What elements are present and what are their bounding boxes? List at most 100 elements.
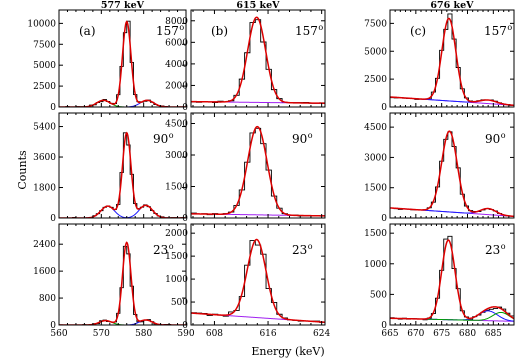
panel-2-0: 0 2500 5000 7500 676 keV (c) 157 o [364,0,515,113]
x-axis-title: Energy (keV) [251,345,324,358]
angle-label: 23 [292,243,307,257]
y-tick-label: 0 [381,321,387,331]
measured-histogram [59,132,186,218]
side-component-1 [59,204,186,218]
x-tick-label: 670 [407,329,424,339]
x-tick-label: 560 [50,329,67,339]
total-fit-curve [191,238,325,323]
y-tick-label: 5000 [33,61,56,71]
y-axis-title: Counts [16,150,29,190]
total-fit-curve [390,17,514,107]
y-tick-label: 0 [182,321,188,331]
y-tick-label: 4500 [364,123,387,133]
energy-title: 577 keV [101,0,145,11]
total-fit-curve [191,125,325,217]
y-tick-label: 8000 [165,17,188,27]
angle-label: 90 [485,132,500,146]
y-tick-label: 0 [182,214,188,224]
x-tick-label: 680 [459,329,476,339]
y-tick-label: 1500 [364,184,387,194]
degree-mark: o [179,23,184,32]
measured-histogram [191,127,325,217]
y-tick-label: 2500 [364,75,387,85]
y-tick-label: 3600 [33,153,56,163]
x-tick-label: 616 [259,329,276,339]
y-tick-label: 500 [171,298,188,308]
x-tick-label: 665 [381,329,398,339]
y-tick-label: 500 [370,290,387,300]
total-fit-curve [390,130,514,218]
x-tick-label: 580 [135,329,152,339]
energy-title: 615 keV [236,0,280,11]
panel-frame [190,112,326,219]
x-tick-label: 624 [313,329,330,339]
y-tick-label: 4500 [165,120,188,130]
x-tick-label: 590 [177,329,194,339]
panel-2-2: 0 500 1000 1500 665 670 675 680 685 23 o [364,223,515,339]
y-tick-label: 5400 [33,123,56,133]
y-tick-label: 1800 [33,184,56,194]
y-tick-label: 0 [182,103,188,113]
degree-mark: o [308,242,313,251]
panel-0-1: 0 1800 3600 5400 90 o [33,112,187,224]
y-tick-label: 800 [39,294,56,304]
y-tick-label: 4000 [165,60,188,70]
degree-mark: o [507,23,512,32]
y-tick-label: 1500 [165,183,188,193]
panel-frame [58,223,187,326]
y-tick-label: 0 [381,214,387,224]
measured-histogram [59,245,186,325]
side-component-0 [59,205,186,218]
degree-mark: o [169,242,174,251]
y-tick-label: 2500 [33,82,56,92]
y-tick-label: 10000 [27,19,56,29]
degree-mark: o [308,131,313,140]
panel-frame [389,112,515,219]
y-tick-label: 2400 [33,240,56,250]
y-tick-label: 1600 [33,267,56,277]
panel-frame [58,112,187,219]
x-tick-label: 675 [433,329,450,339]
y-tick-label: 3000 [165,151,188,161]
y-tick-label: 0 [50,214,56,224]
degree-mark: o [318,23,323,32]
panel-tag: (a) [79,24,96,38]
panel-tag: (c) [410,24,426,38]
degree-mark: o [169,131,174,140]
panel-frame [190,9,326,108]
angle-label: 157 [156,24,179,38]
measured-histogram [191,240,325,323]
angle-label: 23 [153,243,168,257]
y-tick-label: 1500 [364,229,387,239]
angle-label: 90 [292,132,307,146]
y-tick-label: 1500 [165,252,188,262]
panel-0-2: 0 800 1600 2400 560 570 580 590 23 o [33,223,195,339]
y-tick-label: 2000 [165,229,188,239]
y-tick-label: 0 [50,321,56,331]
panel-frame [58,9,187,108]
energy-title: 676 keV [430,0,474,11]
y-tick-label: 7500 [364,19,387,29]
y-tick-label: 7500 [33,40,56,50]
angle-label: 90 [153,132,168,146]
y-tick-label: 6000 [165,38,188,48]
y-tick-label: 5000 [364,47,387,57]
y-tick-label: 0 [50,103,56,113]
angle-label: 157 [484,24,507,38]
side-component-0 [59,99,186,107]
angle-label: 157 [295,24,318,38]
panel-2-1: 0 1500 3000 4500 90 o [364,112,515,224]
x-tick-label: 570 [93,329,110,339]
y-tick-label: 3000 [364,153,387,163]
panel-frame [190,223,326,326]
y-tick-label: 2000 [165,81,188,91]
total-fit-curve [191,16,325,104]
x-tick-label: 608 [206,329,223,339]
y-tick-label: 0 [381,103,387,113]
side-component-1 [59,99,186,107]
